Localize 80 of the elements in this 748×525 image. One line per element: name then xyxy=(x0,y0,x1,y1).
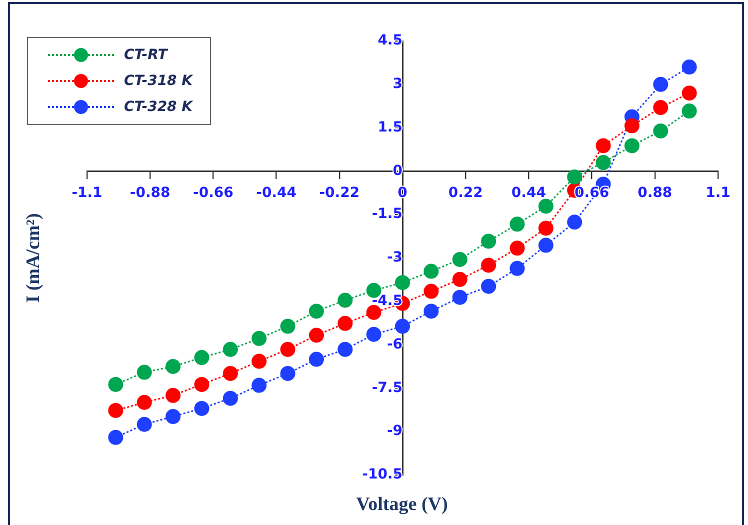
point xyxy=(682,86,697,101)
x-tick-label: 1.1 xyxy=(706,185,730,202)
point xyxy=(308,304,324,319)
point xyxy=(280,318,296,334)
point xyxy=(596,138,611,154)
x-tick-label: -0.66 xyxy=(193,185,234,202)
point xyxy=(452,252,468,267)
point xyxy=(596,155,611,170)
point xyxy=(252,330,267,346)
point xyxy=(194,400,210,416)
y-tick-label: -9 xyxy=(386,423,402,440)
point xyxy=(481,278,496,294)
point xyxy=(510,216,525,232)
y-tick-label: -7.5 xyxy=(372,380,402,396)
x-tick-label: -1.1 xyxy=(72,185,102,202)
point xyxy=(166,409,181,424)
point xyxy=(510,260,525,276)
point xyxy=(624,138,640,154)
x-tick-label: -0.44 xyxy=(256,185,297,202)
y-tick-label: -10.5 xyxy=(362,466,402,483)
point xyxy=(338,316,353,331)
legend-label: CT-RT xyxy=(124,47,168,63)
point xyxy=(108,402,124,418)
point xyxy=(108,430,124,445)
point xyxy=(108,376,124,392)
x-tick-label: -0.22 xyxy=(319,185,360,202)
point xyxy=(481,258,496,273)
y-tick-label: -3 xyxy=(386,250,402,266)
y-tick-label: -1.5 xyxy=(372,206,402,222)
point xyxy=(136,364,152,380)
point xyxy=(308,352,324,367)
point xyxy=(338,292,353,308)
x-tick-label: 0.88 xyxy=(638,185,672,202)
point xyxy=(194,350,210,366)
point xyxy=(252,354,267,369)
point xyxy=(222,342,238,357)
point xyxy=(538,198,554,214)
point xyxy=(222,366,238,381)
point xyxy=(653,100,668,116)
y-tick-label: -6 xyxy=(386,336,402,352)
point xyxy=(452,290,468,305)
point xyxy=(338,342,353,357)
point xyxy=(424,264,439,279)
point xyxy=(538,238,554,253)
x-tick-label: -0.88 xyxy=(130,185,170,202)
point xyxy=(567,169,582,184)
point xyxy=(653,76,668,92)
point xyxy=(682,60,697,75)
point xyxy=(452,272,468,287)
point xyxy=(136,394,152,410)
point xyxy=(166,359,181,374)
x-tick-label: 0.44 xyxy=(511,185,546,202)
point xyxy=(682,104,697,119)
point xyxy=(308,328,324,343)
point xyxy=(222,390,238,406)
point xyxy=(280,366,296,381)
point xyxy=(366,326,382,342)
point xyxy=(136,416,152,432)
y-tick-label: 1.5 xyxy=(378,119,402,136)
x-axis-title: Voltage (V) xyxy=(356,494,448,516)
y-axis-title: I (mA/cm²) xyxy=(23,213,45,303)
y-tick-label: 4.5 xyxy=(378,32,402,49)
point xyxy=(624,118,640,134)
point xyxy=(194,376,210,392)
point xyxy=(424,284,439,299)
point xyxy=(280,342,296,357)
point xyxy=(510,240,525,256)
point xyxy=(252,378,267,393)
point xyxy=(166,388,181,403)
point xyxy=(395,318,410,334)
point xyxy=(366,304,382,320)
legend-label: CT-318 K xyxy=(124,73,193,89)
legend-label: CT-328 K xyxy=(124,99,193,115)
point xyxy=(395,275,410,290)
point xyxy=(653,123,668,138)
x-tick-label: 0.22 xyxy=(448,185,483,202)
point xyxy=(481,234,496,249)
point xyxy=(424,304,439,319)
point xyxy=(567,214,582,230)
point xyxy=(538,220,554,236)
